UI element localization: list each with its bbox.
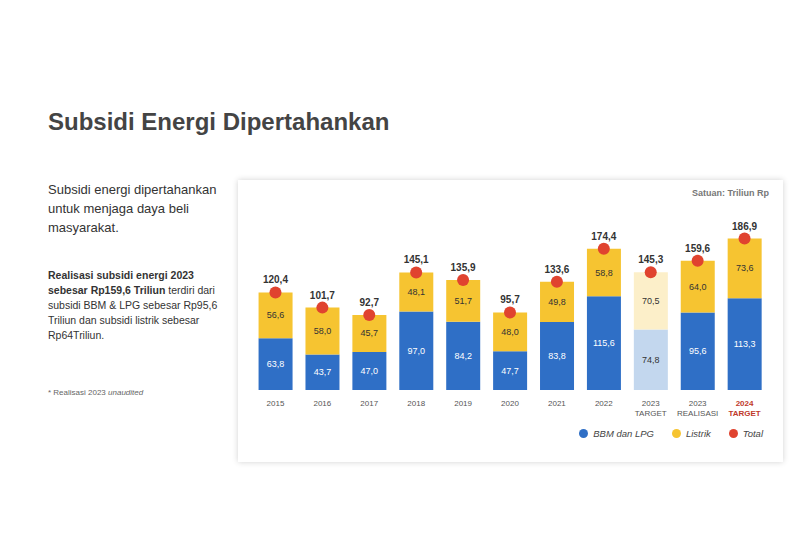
svg-text:64,0: 64,0: [689, 282, 707, 292]
svg-text:83,8: 83,8: [548, 351, 566, 361]
svg-text:2021: 2021: [548, 399, 566, 408]
html-text:Subsidi Energi Dipertahankan: Subsidi Energi Dipertahankan: [48, 108, 390, 135]
svg-text:2020: 2020: [501, 399, 519, 408]
svg-text:58,8: 58,8: [595, 268, 613, 278]
svg-text:145,3: 145,3: [638, 254, 663, 265]
svg-text:48,1: 48,1: [408, 287, 426, 297]
svg-text:95,6: 95,6: [689, 346, 707, 356]
svg-text:47,7: 47,7: [501, 366, 519, 376]
svg-text:120,4: 120,4: [263, 274, 288, 285]
svg-text:58,0: 58,0: [314, 326, 332, 336]
svg-text:174,4: 174,4: [591, 231, 616, 242]
svg-text:2022: 2022: [595, 399, 613, 408]
svg-text:97,0: 97,0: [408, 346, 426, 356]
html-text:Total: Total: [742, 428, 763, 439]
svg-text:84,2: 84,2: [454, 351, 472, 361]
html-text:* Realisasi 2023 unaudited: * Realisasi 2023 unaudited: [48, 388, 144, 397]
svg-text:2019: 2019: [454, 399, 472, 408]
html-text:BBM dan LPG: BBM dan LPG: [593, 428, 654, 439]
svg-text:56,6: 56,6: [267, 310, 285, 320]
svg-text:74,8: 74,8: [642, 355, 660, 365]
svg-text:92,7: 92,7: [360, 297, 380, 308]
svg-text:95,7: 95,7: [500, 294, 520, 305]
svg-text:48,0: 48,0: [501, 327, 519, 337]
svg-text:2024TARGET: 2024TARGET: [728, 399, 760, 418]
svg-text:2017: 2017: [360, 399, 378, 408]
svg-text:101,7: 101,7: [310, 290, 335, 301]
html-text:Satuan: Triliun Rp: Satuan: Triliun Rp: [692, 188, 769, 198]
svg-text:2023TARGET: 2023TARGET: [635, 399, 667, 418]
svg-text:73,6: 73,6: [736, 263, 754, 273]
svg-text:49,8: 49,8: [548, 297, 566, 307]
svg-text:63,8: 63,8: [267, 359, 285, 369]
svg-text:159,6: 159,6: [685, 243, 710, 254]
svg-text:133,6: 133,6: [544, 264, 569, 275]
svg-text:47,0: 47,0: [361, 366, 379, 376]
svg-text:2018: 2018: [407, 399, 425, 408]
svg-text:2015: 2015: [267, 399, 285, 408]
svg-text:135,9: 135,9: [451, 262, 476, 273]
svg-text:2016: 2016: [313, 399, 331, 408]
html-text:Realisasi subsidi energi 2023: Realisasi subsidi energi 2023 sebesar Rp…: [48, 269, 218, 341]
html-text:Listrik: Listrik: [685, 428, 711, 439]
html-text:Subsidi energi dipertahankan u: Subsidi energi dipertahankan untuk menja…: [48, 182, 217, 235]
svg-text:145,1: 145,1: [404, 254, 429, 265]
svg-text:43,7: 43,7: [314, 367, 332, 377]
svg-text:51,7: 51,7: [454, 296, 472, 306]
svg-text:2023REALISASI: 2023REALISASI: [677, 399, 718, 418]
svg-text:115,6: 115,6: [593, 338, 615, 348]
svg-text:186,9: 186,9: [732, 221, 757, 232]
svg-text:70,5: 70,5: [642, 296, 660, 306]
svg-text:45,7: 45,7: [361, 328, 379, 338]
svg-text:113,3: 113,3: [734, 339, 756, 349]
